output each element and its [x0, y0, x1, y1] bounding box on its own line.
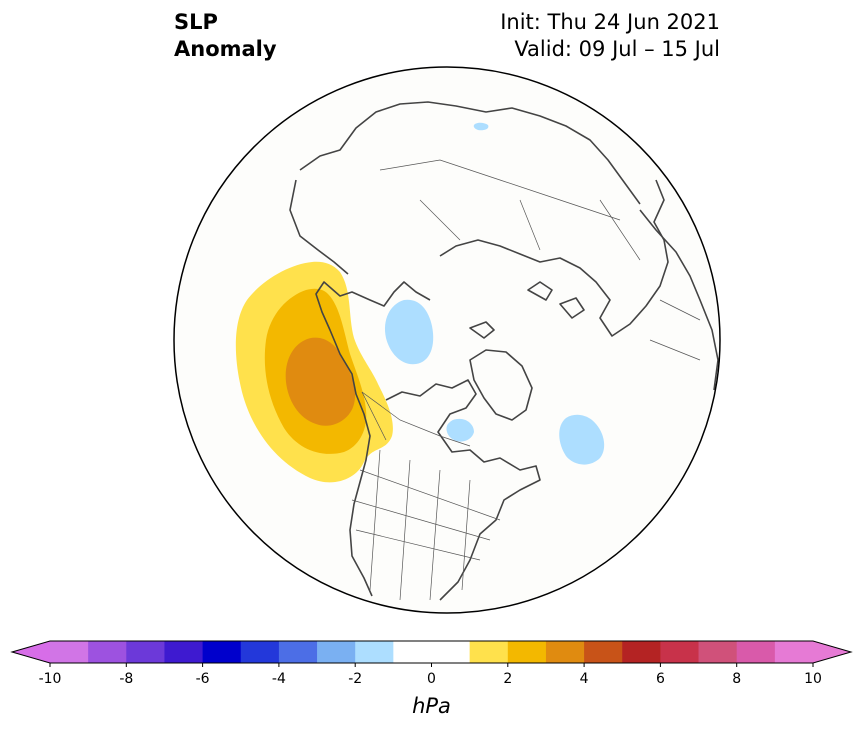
negative-anomaly-siberia	[473, 122, 489, 131]
colorbar-band	[660, 641, 700, 663]
coast-alaska-pacific	[315, 281, 431, 597]
colorbar-tick-label: 10	[804, 671, 822, 687]
coast-east-asia	[289, 179, 349, 275]
colorbar-band	[393, 641, 471, 663]
colorbar-tick-label: 8	[732, 671, 741, 687]
title-line-2: Anomaly	[174, 37, 277, 61]
colorbar-band	[584, 641, 623, 663]
colorbar-tick-label: -4	[272, 671, 286, 687]
colorbar-tick-label: 0	[427, 671, 436, 687]
polar-map	[173, 66, 721, 614]
forecast-info: Init: Thu 24 Jun 2021 Valid: 09 Jul – 15…	[500, 9, 720, 63]
colorbar-band	[774, 641, 814, 663]
coast-siberia	[299, 101, 641, 205]
colorbar-band	[355, 641, 394, 663]
colorbar-tick-label: -2	[348, 671, 362, 687]
colorbar-tick-label: -6	[196, 671, 210, 687]
positive-anomaly-3hpa	[285, 337, 356, 426]
colorbar-bands	[50, 641, 814, 663]
colorbar: -10 -8 -6 -4 -2 0 2 4 6 8 10	[10, 640, 853, 687]
border-us-canada	[361, 391, 471, 447]
colorbar-band	[240, 641, 280, 663]
colorbar-band	[698, 641, 738, 663]
valid-range: Valid: 09 Jul – 15 Jul	[514, 37, 720, 61]
title-line-1: SLP	[174, 10, 218, 34]
colorbar-tick-label: -10	[39, 671, 62, 687]
colorbar-band	[545, 641, 585, 663]
coast-greenland	[469, 349, 533, 421]
coastlines	[289, 101, 719, 601]
negative-anomaly-hudson	[446, 418, 474, 442]
border-eurasia	[379, 159, 701, 361]
colorbar-extend-min	[12, 641, 50, 663]
colorbar-band	[278, 641, 318, 663]
colorbar-band	[126, 641, 165, 663]
borders	[351, 159, 701, 601]
colorbar-tick-label: 2	[503, 671, 512, 687]
negative-anomaly-beaufort	[384, 299, 434, 365]
coast-europe	[639, 209, 719, 391]
coast-arctic-islands	[469, 281, 585, 339]
map-title: SLP Anomaly	[174, 9, 277, 63]
colorbar-tick-label: 4	[580, 671, 589, 687]
colorbar-tick-label: -8	[119, 671, 133, 687]
colorbar-band	[507, 641, 547, 663]
init-date: Init: Thu 24 Jun 2021	[500, 10, 720, 34]
border-alaska	[361, 391, 387, 441]
colorbar-band	[50, 641, 89, 663]
colorbar-band	[736, 641, 776, 663]
colorbar-band	[164, 641, 204, 663]
colorbar-units: hPa	[412, 694, 451, 718]
anomaly-fields	[235, 122, 605, 483]
colorbar-extend-max	[813, 641, 851, 663]
colorbar-band	[622, 641, 661, 663]
border-us-states	[351, 449, 501, 601]
colorbar-band	[317, 641, 356, 663]
colorbar-tick-label: 6	[656, 671, 665, 687]
colorbar-band	[88, 641, 127, 663]
globe-outline	[173, 66, 721, 614]
colorbar-ticks: -10 -8 -6 -4 -2 0 2 4 6 8 10	[39, 663, 822, 687]
negative-anomaly-north-atlantic	[559, 414, 605, 465]
colorbar-band	[202, 641, 242, 663]
coast-eurasia-arctic	[439, 179, 669, 337]
coast-canadian-arctic	[385, 379, 541, 601]
colorbar-band	[469, 641, 509, 663]
